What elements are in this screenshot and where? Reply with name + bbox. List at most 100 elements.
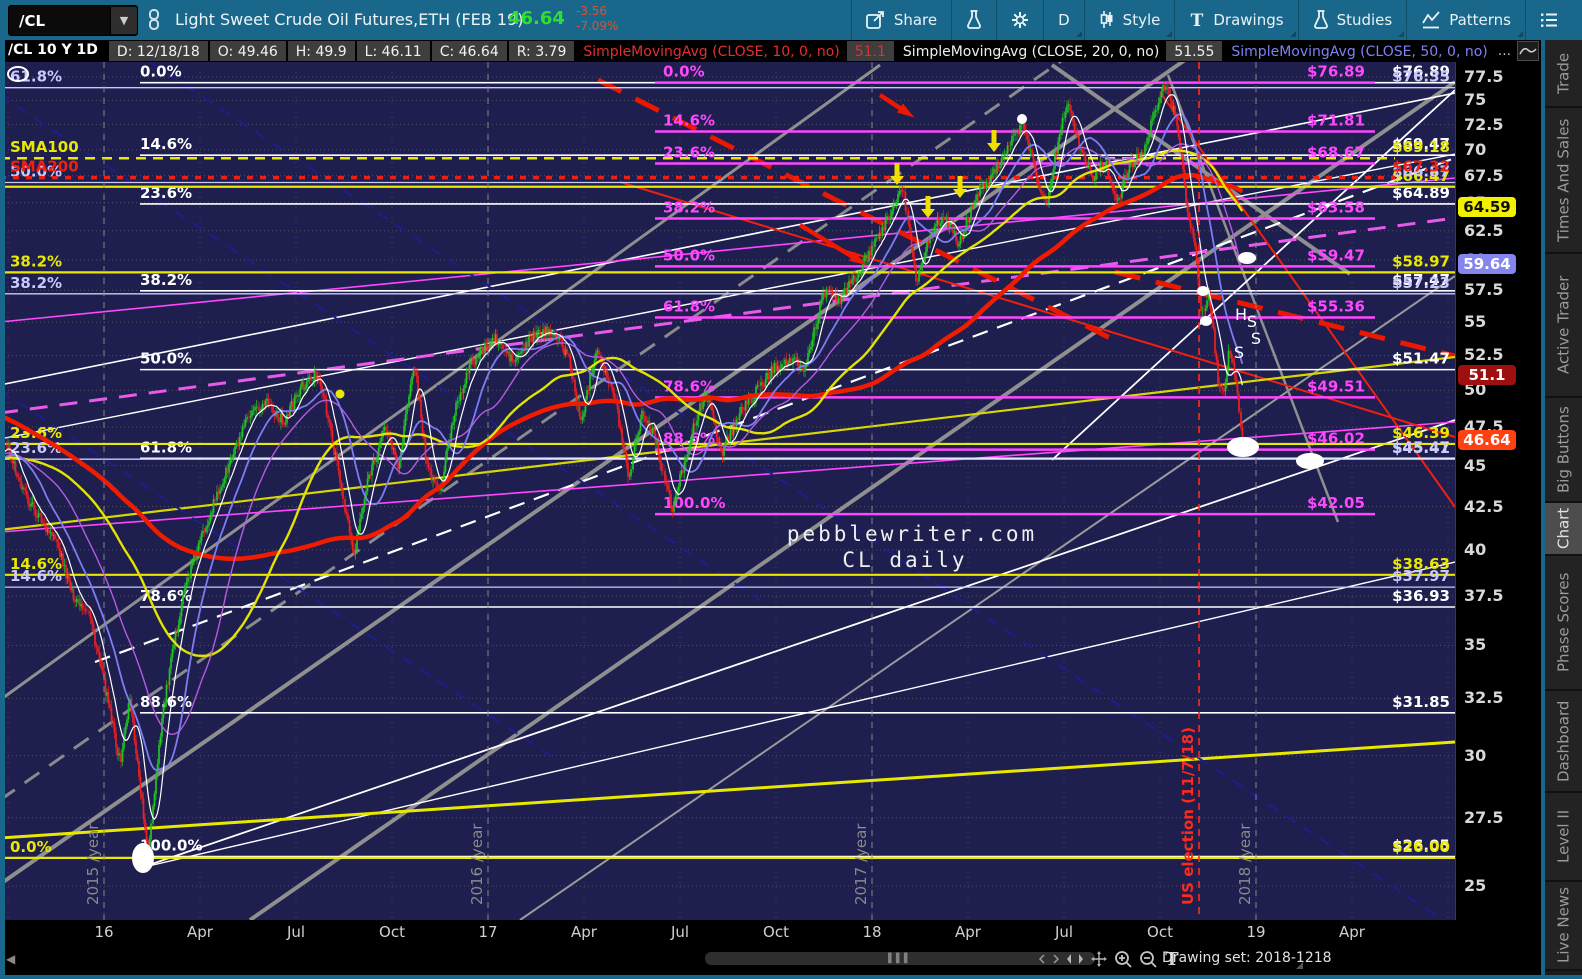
ellipse-annotation [1197,286,1209,296]
drawings-button[interactable]: T Drawings [1174,0,1297,40]
ohlc-field: D: 12/18/18 [108,41,208,61]
event-label: US election (11/7/18) [1179,727,1197,905]
ohlc-field: H: 49.9 [287,41,355,61]
share-button[interactable]: Share [850,0,951,40]
chart-canvas[interactable]: 0.0% $76.89 14.6% $69.47 23.6% $64.89 38.2% $57… [0,62,1455,920]
patterns-button[interactable]: Patterns [1406,0,1525,40]
price-bubble: 59.64 [1458,254,1516,275]
fib-pct-label: 0.0% [663,63,705,81]
fib-price-label: $57.23 [1392,274,1450,292]
fib-price-label: $37.97 [1392,567,1450,585]
price-tick: 72.5 [1464,114,1504,134]
study-label[interactable]: SimpleMovingAvg (CLOSE, 20, 0, no) [902,44,1160,60]
time-tick: 17 [478,923,498,941]
head-shoulders-letter: S [1251,329,1261,348]
fib-pct-label: 61.8% [140,438,192,456]
price-tick: 30 [1464,745,1487,765]
chart-symbol-period: /CL 10 Y 1D [8,42,98,58]
sidebar-tab-live-news[interactable]: Live News [1545,882,1582,971]
window-edge-bottom [0,975,1582,979]
toolbar: /CL ▼ Light Sweet Crude Oil Futures,ETH … [0,0,1582,40]
sidebar-tab-trade[interactable]: Trade [1545,40,1582,108]
sidebar-tab-phase-scores[interactable]: Phase Scores [1545,556,1582,691]
text-tool-icon[interactable]: T [1164,950,1180,968]
fib-price-label: $38.63 [1392,555,1450,573]
fib-pct-label: 23.6% [10,439,62,457]
sidebar-tab-big-buttons[interactable]: Big Buttons [1545,398,1582,503]
studies-button[interactable]: Studies [1297,0,1407,40]
gear-icon [1011,11,1029,29]
sidebar-tab-times-and-sales[interactable]: Times And Sales [1545,108,1582,254]
fib-pct-label: 14.6% [10,555,62,573]
fib-pct-label: 14.6% [663,112,715,130]
tests-button[interactable] [951,0,996,40]
fib-price-label: $58.97 [1392,252,1450,270]
fib-price-label: $36.93 [1392,587,1450,605]
symbol-selector[interactable]: /CL ▼ [8,5,138,36]
zoom-out-icon[interactable] [1139,950,1158,969]
fib-price-label: $64.89 [1392,184,1450,202]
ellipse-annotation [132,843,154,873]
settings-button[interactable] [996,0,1043,40]
fib-price-label: $51.47 [1392,350,1450,368]
chart-scrollbar[interactable]: ▌▌▌ [705,952,1095,965]
time-tick: 16 [94,923,114,941]
time-axis[interactable]: 16 Apr Jul Oct 17 Apr Jul Oct 18 Apr Jul Oct 19 Apr [0,920,1455,944]
fib-pct-label: 78.6% [663,377,715,395]
moving-averages [0,94,1244,820]
fib-pct-label: 50.0% [140,350,192,368]
grid [0,62,1455,920]
study-label[interactable]: SimpleMovingAvg (CLOSE, 50, 0, no) [1231,44,1488,60]
fib-price-label: $31.85 [1392,693,1450,711]
price-tick: 57.5 [1464,280,1504,300]
corner-fold-icon [1398,31,1405,37]
timeframe-button[interactable]: D [1043,0,1084,40]
svg-text:pebblewriter.com: pebblewriter.com [787,522,1037,546]
fib-pct-label: 0.0% [140,63,182,81]
sma-level-label: SMA100 [10,138,79,156]
toolbar-buttons: Share D Style T Drawings Studies Patterns [850,0,1572,40]
price-axis[interactable]: 77.57572.57067.56562.56057.55552.55047.5… [1455,62,1542,920]
time-tick: Oct [763,923,789,941]
chevron-down-icon[interactable]: ▼ [110,7,137,34]
fib-price-label: $49.51 [1307,377,1365,395]
price-tick: 70 [1464,139,1487,159]
price-chart[interactable]: 0.0% $76.89 14.6% $69.47 23.6% $64.89 38.2% $57… [0,62,1455,920]
scrollbar-grip-icon[interactable]: ▌▌▌ [888,954,912,964]
fib-pct-label: 14.6% [140,135,192,153]
fib-price-label: $57.47 [1392,271,1450,289]
bottom-bar: ◀ ▌▌▌ T Drawing set: 2018-1218 [0,944,1541,975]
ellipse-annotation [1238,252,1256,264]
collapse-left-icon[interactable]: ◀ [6,952,16,966]
zoom-in-icon[interactable] [1114,950,1133,969]
link-icon[interactable] [146,8,162,32]
price-tick: 50 [1464,380,1487,400]
study-visibility-icon[interactable] [1517,41,1539,61]
sma-price-label: $67.32 [1392,158,1450,176]
arrows-horizontal-icon[interactable] [1066,952,1084,966]
style-button[interactable]: Style [1083,0,1175,40]
fib-price-label: $66.47 [1392,167,1450,185]
sidebar-tab-dashboard[interactable]: Dashboard [1545,691,1582,793]
sidebar-tab-level-ii[interactable]: Level II [1545,793,1582,882]
small-left-arrow-icon[interactable] [1038,954,1046,964]
small-right-arrow-icon[interactable] [1052,954,1060,964]
price-tick: 25 [1464,875,1487,895]
sidebar-tab-chart[interactable]: Chart [1545,503,1582,556]
resize-corner-icon[interactable] [1296,962,1303,969]
study-label[interactable]: SimpleMovingAvg (CLOSE, 10, 0, no) [583,44,840,60]
studies-button-label: Studies [1336,11,1393,29]
time-tick: Jul [1054,923,1074,941]
pan-icon[interactable] [1090,950,1108,968]
fib-price-label: $69.47 [1392,135,1450,153]
flask-icon [1313,10,1329,30]
fib-price-label: $26.00 [1392,838,1450,856]
sidebar-tab-active-trader[interactable]: Active Trader [1545,254,1582,398]
menu-button[interactable] [1525,0,1572,40]
drawing-set-label[interactable]: Drawing set: 2018-1218 [1162,950,1332,966]
year-label: 2016 /year [468,823,486,905]
price-tick: 55 [1464,312,1487,332]
vertical-annotations: 2015 /year 2016 /year 2017 /year 2018 /year… [84,62,1257,920]
